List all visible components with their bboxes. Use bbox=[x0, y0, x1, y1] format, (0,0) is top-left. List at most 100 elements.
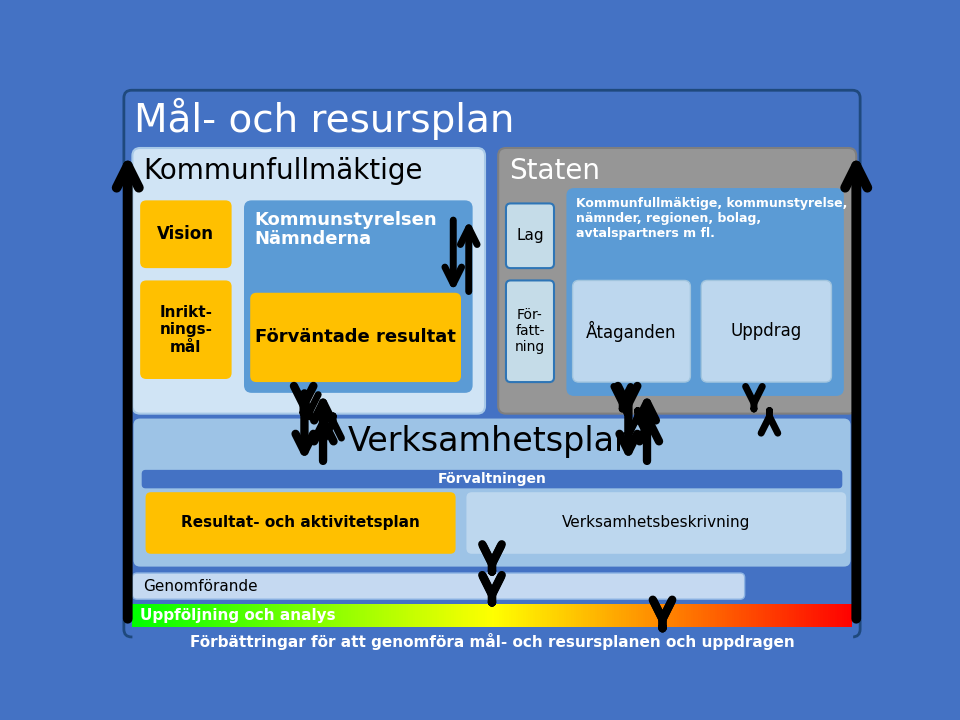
Bar bbox=[674, 604, 677, 627]
Text: Vision: Vision bbox=[157, 225, 214, 243]
Bar bbox=[763, 604, 766, 627]
Bar bbox=[802, 604, 804, 627]
Bar bbox=[588, 604, 590, 627]
Text: Åtaganden: Åtaganden bbox=[587, 320, 677, 342]
Text: Verksamhetsbeskrivning: Verksamhetsbeskrivning bbox=[563, 516, 751, 531]
Bar bbox=[408, 604, 411, 627]
Bar bbox=[219, 604, 222, 627]
Bar bbox=[643, 604, 646, 627]
Bar bbox=[377, 604, 380, 627]
Bar bbox=[240, 604, 243, 627]
Bar bbox=[496, 604, 499, 627]
Text: Förbättringar för att genomföra mål- och resursplanen och uppdragen: Förbättringar för att genomföra mål- och… bbox=[190, 633, 795, 650]
Bar bbox=[171, 604, 174, 627]
Bar bbox=[468, 604, 470, 627]
Bar bbox=[435, 604, 437, 627]
Bar bbox=[358, 604, 361, 627]
Bar bbox=[406, 604, 409, 627]
Bar bbox=[636, 604, 638, 627]
Bar bbox=[374, 604, 377, 627]
Bar bbox=[368, 604, 371, 627]
Bar bbox=[736, 604, 739, 627]
Bar bbox=[166, 604, 169, 627]
Bar bbox=[387, 604, 390, 627]
Bar bbox=[254, 604, 257, 627]
Bar bbox=[214, 604, 217, 627]
Bar bbox=[847, 604, 850, 627]
Bar bbox=[494, 604, 497, 627]
Bar bbox=[278, 604, 281, 627]
Bar bbox=[182, 604, 185, 627]
Bar bbox=[629, 604, 632, 627]
Text: Uppdrag: Uppdrag bbox=[731, 323, 802, 341]
Bar bbox=[296, 604, 299, 627]
Bar bbox=[804, 604, 806, 627]
Bar bbox=[425, 604, 427, 627]
Bar bbox=[835, 604, 838, 627]
Bar bbox=[320, 604, 323, 627]
Bar bbox=[514, 604, 516, 627]
Bar bbox=[464, 604, 466, 627]
Bar bbox=[298, 604, 300, 627]
Bar bbox=[259, 604, 262, 627]
Bar bbox=[180, 604, 183, 627]
Bar bbox=[610, 604, 612, 627]
Bar bbox=[621, 604, 624, 627]
Bar bbox=[506, 604, 509, 627]
Bar bbox=[787, 604, 790, 627]
Bar bbox=[586, 604, 588, 627]
Bar bbox=[310, 604, 313, 627]
Bar bbox=[403, 604, 406, 627]
Bar bbox=[416, 604, 418, 627]
Bar bbox=[648, 604, 651, 627]
Bar bbox=[850, 604, 852, 627]
Bar bbox=[185, 604, 188, 627]
Bar bbox=[845, 604, 847, 627]
Bar bbox=[693, 604, 696, 627]
Bar bbox=[706, 604, 708, 627]
Bar bbox=[250, 604, 252, 627]
Bar bbox=[581, 604, 584, 627]
Bar bbox=[698, 604, 701, 627]
Bar bbox=[708, 604, 710, 627]
Bar bbox=[272, 604, 275, 627]
Bar bbox=[778, 604, 780, 627]
Bar bbox=[226, 604, 228, 627]
Bar bbox=[248, 604, 251, 627]
Bar bbox=[262, 604, 265, 627]
Bar bbox=[267, 604, 270, 627]
Bar bbox=[440, 604, 442, 627]
Bar bbox=[655, 604, 658, 627]
Bar bbox=[142, 604, 145, 627]
Bar bbox=[568, 604, 571, 627]
Text: Kommunstyrelsen: Kommunstyrelsen bbox=[254, 211, 438, 229]
Bar bbox=[677, 604, 680, 627]
Bar bbox=[554, 604, 557, 627]
Bar bbox=[701, 604, 704, 627]
Bar bbox=[518, 604, 521, 627]
Text: För-
fatt-
ning: För- fatt- ning bbox=[515, 308, 545, 354]
Bar bbox=[528, 604, 531, 627]
Bar bbox=[360, 604, 363, 627]
Bar bbox=[264, 604, 267, 627]
Bar bbox=[660, 604, 662, 627]
Bar bbox=[312, 604, 315, 627]
Bar bbox=[173, 604, 176, 627]
Bar bbox=[326, 604, 329, 627]
Bar bbox=[616, 604, 619, 627]
Bar bbox=[389, 604, 392, 627]
Bar bbox=[818, 604, 821, 627]
Bar bbox=[392, 604, 395, 627]
Bar bbox=[717, 604, 720, 627]
Bar bbox=[384, 604, 387, 627]
Bar bbox=[715, 604, 718, 627]
Bar bbox=[382, 604, 385, 627]
Text: Inrikt-
nings-
mål: Inrikt- nings- mål bbox=[159, 305, 212, 355]
Bar bbox=[679, 604, 682, 627]
Bar bbox=[516, 604, 518, 627]
Bar bbox=[509, 604, 512, 627]
Bar bbox=[754, 604, 756, 627]
Bar bbox=[427, 604, 430, 627]
Bar bbox=[691, 604, 694, 627]
Bar bbox=[571, 604, 574, 627]
